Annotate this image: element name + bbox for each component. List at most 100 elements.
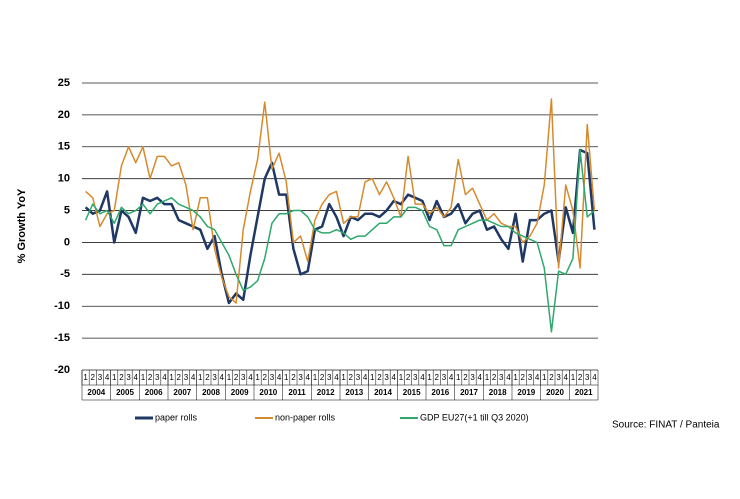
- x-tick-label: 1: [571, 373, 576, 382]
- y-tick-label: 15: [58, 141, 70, 153]
- x-tick-label: 3: [212, 373, 217, 382]
- year-label: 2013: [345, 388, 363, 397]
- x-tick-label: 3: [155, 373, 160, 382]
- y-tick-label: -20: [54, 364, 70, 376]
- y-tick-label: 0: [64, 236, 70, 248]
- x-tick-label: 1: [370, 373, 375, 382]
- y-tick-label: 5: [64, 204, 70, 216]
- x-tick-label: 4: [248, 373, 253, 382]
- year-label: 2017: [460, 388, 478, 397]
- legend-label: GDP EU27(+1 till Q3 2020): [420, 412, 529, 422]
- year-label: 2018: [489, 388, 507, 397]
- x-tick-label: 2: [463, 373, 468, 382]
- x-tick-label: 2: [549, 373, 554, 382]
- y-tick-label: -5: [60, 268, 70, 280]
- x-tick-label: 1: [198, 373, 203, 382]
- x-tick-label: 3: [413, 373, 418, 382]
- x-tick-label: 4: [592, 373, 597, 382]
- series-line: [84, 149, 595, 333]
- x-tick-label: 1: [141, 373, 146, 382]
- x-tick-label: 1: [341, 373, 346, 382]
- x-tick-label: 1: [456, 373, 461, 382]
- year-label: 2014: [374, 388, 392, 397]
- x-tick-label: 3: [356, 373, 361, 382]
- x-tick-label: 1: [169, 373, 174, 382]
- x-tick-label: 1: [112, 373, 117, 382]
- x-tick-label: 4: [535, 373, 540, 382]
- x-tick-label: 1: [513, 373, 518, 382]
- y-tick-label: 10: [58, 173, 70, 185]
- x-tick-label: 1: [284, 373, 289, 382]
- x-tick-label: 2: [406, 373, 411, 382]
- year-label: 2021: [575, 388, 593, 397]
- x-tick-label: 2: [521, 373, 526, 382]
- year-label: 2015: [403, 388, 421, 397]
- x-tick-label: 4: [478, 373, 483, 382]
- x-tick-label: 4: [564, 373, 569, 382]
- x-tick-label: 4: [134, 373, 139, 382]
- year-label: 2007: [173, 388, 191, 397]
- x-tick-label: 4: [220, 373, 225, 382]
- x-tick-label: 4: [449, 373, 454, 382]
- x-tick-label: 4: [506, 373, 511, 382]
- x-tick-label: 3: [470, 373, 475, 382]
- x-tick-label: 2: [578, 373, 583, 382]
- x-tick-label: 2: [177, 373, 182, 382]
- x-tick-label: 1: [313, 373, 318, 382]
- series-line: [85, 98, 596, 304]
- x-tick-label: 2: [435, 373, 440, 382]
- x-tick-label: 3: [270, 373, 275, 382]
- x-tick-label: 1: [542, 373, 547, 382]
- x-tick-label: 3: [442, 373, 447, 382]
- year-label: 2019: [517, 388, 535, 397]
- x-tick-label: 4: [306, 373, 311, 382]
- x-tick-label: 2: [91, 373, 96, 382]
- x-tick-label: 3: [528, 373, 533, 382]
- x-tick-label: 3: [298, 373, 303, 382]
- x-tick-label: 2: [148, 373, 153, 382]
- x-tick-label: 2: [492, 373, 497, 382]
- y-tick-label: 20: [58, 109, 70, 121]
- x-tick-label: 1: [227, 373, 232, 382]
- x-tick-label: 3: [585, 373, 590, 382]
- x-tick-label: 3: [384, 373, 389, 382]
- y-tick-label: -10: [54, 300, 70, 312]
- x-tick-label: 4: [277, 373, 282, 382]
- x-tick-label: 2: [205, 373, 210, 382]
- x-tick-label: 2: [119, 373, 124, 382]
- year-label: 2006: [145, 388, 163, 397]
- year-label: 2005: [116, 388, 134, 397]
- x-tick-label: 4: [334, 373, 339, 382]
- x-tick-label: 4: [105, 373, 110, 382]
- x-tick-label: 1: [427, 373, 432, 382]
- x-tick-label: 2: [320, 373, 325, 382]
- x-tick-label: 4: [392, 373, 397, 382]
- x-tick-label: 2: [349, 373, 354, 382]
- x-tick-label: 4: [363, 373, 368, 382]
- x-tick-label: 4: [162, 373, 167, 382]
- year-label: 2008: [202, 388, 220, 397]
- y-axis-label: % Growth YoY: [16, 188, 28, 263]
- x-tick-label: 1: [399, 373, 404, 382]
- legend-label: non-paper rolls: [275, 412, 336, 422]
- x-tick-label: 2: [291, 373, 296, 382]
- year-label: 2020: [546, 388, 564, 397]
- x-tick-label: 3: [184, 373, 189, 382]
- year-label: 2012: [317, 388, 335, 397]
- x-tick-label: 2: [377, 373, 382, 382]
- year-label: 2016: [431, 388, 449, 397]
- x-tick-label: 3: [126, 373, 131, 382]
- x-tick-label: 3: [556, 373, 561, 382]
- year-label: 2009: [231, 388, 249, 397]
- x-tick-label: 3: [241, 373, 246, 382]
- x-tick-label: 2: [263, 373, 268, 382]
- x-tick-label: 1: [255, 373, 260, 382]
- x-tick-label: 4: [420, 373, 425, 382]
- x-tick-label: 4: [191, 373, 196, 382]
- x-tick-label: 3: [499, 373, 504, 382]
- x-tick-label: 1: [83, 373, 88, 382]
- source: Source: FINAT / Panteia: [612, 420, 720, 431]
- legend-label: paper rolls: [155, 412, 198, 422]
- series-line: [84, 148, 596, 305]
